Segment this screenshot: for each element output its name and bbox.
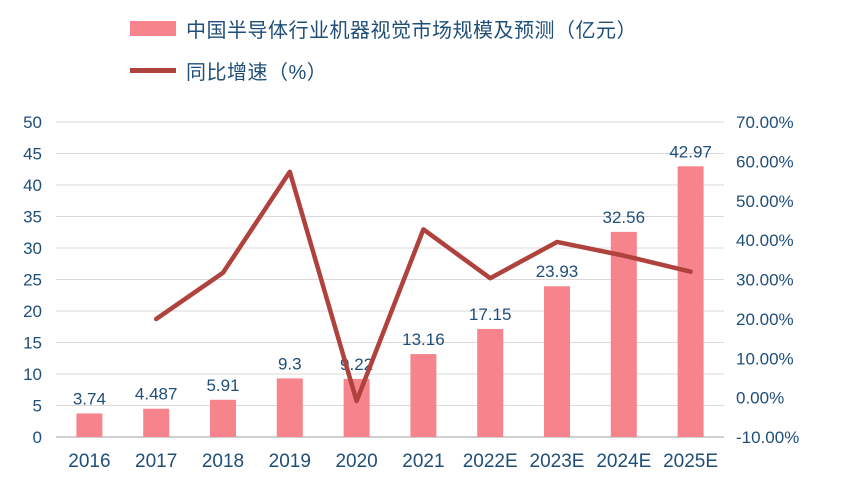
x-axis-tick-label: 2020: [335, 451, 377, 472]
left-axis-tick-label: 0: [33, 428, 42, 447]
right-axis-tick-label: -10.00%: [736, 428, 799, 447]
bar-value-label: 4.487: [135, 385, 178, 404]
right-axis-tick-label: 60.00%: [736, 152, 794, 171]
x-axis-tick-label: 2018: [202, 451, 244, 472]
bar-2017: [143, 408, 170, 437]
bar-series-label: 中国半导体行业机器视觉市场规模及预测（亿元）: [186, 19, 637, 42]
bar-2024E: [610, 231, 637, 437]
bar-value-label: 17.15: [469, 305, 512, 324]
bar-2025E: [677, 166, 704, 437]
left-axis-tick-label: 40: [23, 176, 42, 195]
right-axis-tick-label: 0.00%: [736, 389, 784, 408]
left-axis-tick-label: 45: [23, 145, 42, 164]
left-axis-tick-label: 20: [23, 302, 42, 321]
left-axis-tick-label: 35: [23, 208, 42, 227]
bar-value-label: 23.93: [536, 262, 579, 281]
right-axis-tick-label: 30.00%: [736, 271, 794, 290]
legend-item-line-series: 同比增速（%）: [130, 56, 637, 84]
growth-rate-line: [153, 169, 693, 404]
x-axis-tick-label: 2016: [68, 451, 110, 472]
bar-value-label: 42.97: [669, 142, 712, 161]
bar-value-label: 9.3: [278, 354, 302, 373]
bar-2019: [276, 378, 303, 437]
x-axis-tick-label: 2024E: [596, 451, 651, 472]
x-axis-tick-label: 2017: [135, 451, 177, 472]
bar-2022E: [477, 328, 504, 437]
bar-value-label: 32.56: [603, 208, 646, 227]
right-axis-tick-label: 70.00%: [736, 113, 794, 132]
left-axis-tick-label: 50: [23, 113, 42, 132]
right-axis-tick-label: 20.00%: [736, 310, 794, 329]
line-series-label: 同比增速（%）: [186, 61, 328, 84]
bar-2023E: [544, 286, 570, 437]
right-axis-tick-label: 10.00%: [736, 349, 794, 368]
bar-series-swatch-icon: [130, 20, 176, 36]
x-axis-tick-label: 2023E: [530, 451, 585, 472]
bar-2018: [210, 399, 236, 437]
left-axis-tick-label: 10: [23, 365, 42, 384]
left-axis-tick-label: 15: [23, 334, 42, 353]
left-axis-tick-label: 5: [33, 397, 42, 416]
bar-value-label: 3.74: [73, 389, 106, 408]
left-axis-tick-label: 30: [23, 239, 42, 258]
bar-value-label: 5.91: [206, 376, 239, 395]
bar-value-label: 13.16: [402, 330, 445, 349]
right-axis-tick-label: 40.00%: [736, 231, 794, 250]
line-series-swatch-icon: [130, 67, 176, 73]
bar-2021: [410, 354, 437, 437]
bar-2020: [343, 378, 370, 437]
x-axis-tick-label: 2021: [402, 451, 444, 472]
right-axis-tick-label: 50.00%: [736, 192, 794, 211]
legend-item-bar-series: 中国半导体行业机器视觉市场规模及预测（亿元）: [130, 14, 637, 42]
x-axis-tick-label: 2019: [269, 451, 311, 472]
bar-2016: [76, 413, 103, 437]
x-axis-tick-label: 2025E: [663, 451, 718, 472]
left-axis-tick-label: 25: [23, 271, 42, 290]
x-axis-tick-label: 2022E: [463, 451, 518, 472]
chart-legend: 中国半导体行业机器视觉市场规模及预测（亿元） 同比增速（%）: [130, 14, 637, 84]
